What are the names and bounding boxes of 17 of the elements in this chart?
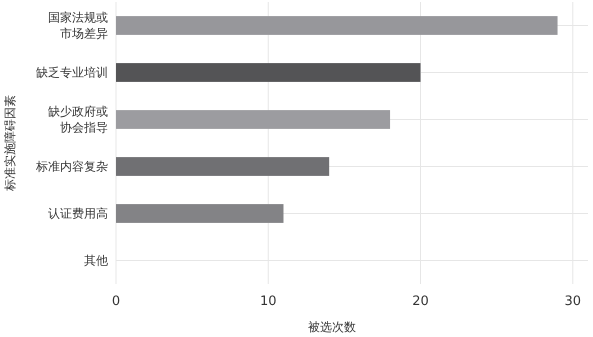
x-tick-label: 30 [564,294,582,309]
bar [116,204,284,223]
y-tick-label: 缺少政府或协会指导 [48,104,108,134]
bar [116,16,558,35]
x-tick-label: 0 [112,294,120,309]
x-axis-title: 被选次数 [308,320,356,334]
bar [116,157,330,176]
y-tick-label: 其他 [84,254,108,268]
x-tick-label: 10 [260,294,277,309]
y-tick-label: 标准内容复杂 [35,160,108,174]
bar [116,110,390,129]
bar [116,63,421,82]
y-tick-label: 缺乏专业培训 [36,66,108,80]
y-tick-label: 国家法规或市场差异 [48,10,108,40]
y-tick-label: 认证费用高 [48,206,108,220]
y-axis-title: 标准实施障碍因素 [3,95,17,192]
x-tick-label: 20 [412,294,429,309]
